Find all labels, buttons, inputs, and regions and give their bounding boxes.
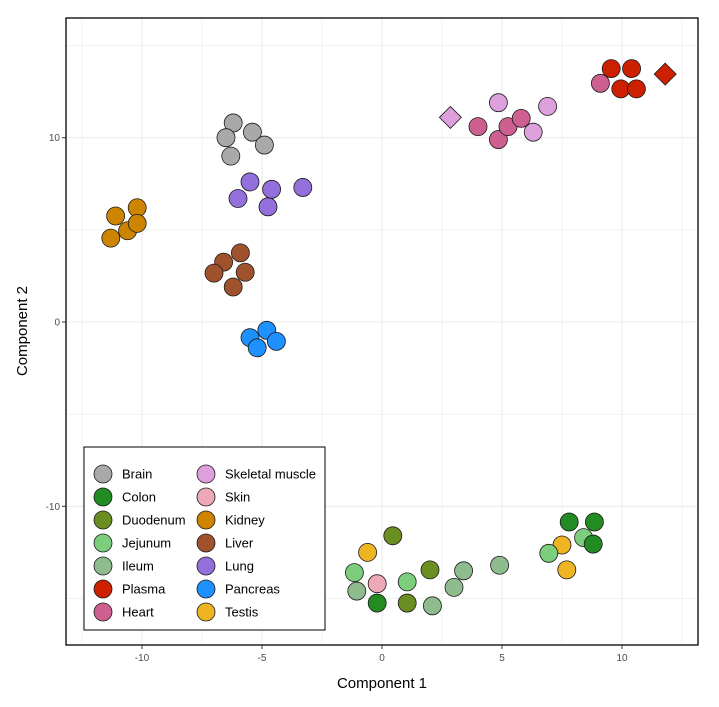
point-ileum	[347, 581, 367, 601]
point-heart	[468, 117, 488, 137]
point-duodenum	[420, 560, 440, 580]
x-tick-label: 10	[616, 653, 628, 664]
point-testis	[358, 542, 378, 562]
point-plasma	[601, 59, 621, 78]
legend-label-skin: Skin	[225, 490, 250, 505]
x-axis-ticks: -10 -5 0 5 10	[135, 645, 628, 664]
point-heart	[488, 130, 508, 149]
point-liver	[204, 263, 224, 283]
y-axis-ticks: -10 0 10	[46, 133, 66, 513]
x-tick-label: 0	[379, 653, 385, 664]
point-ileum	[490, 555, 510, 575]
point-pancreas	[247, 338, 267, 358]
point-jejunum	[344, 563, 364, 583]
point-colon	[583, 534, 603, 554]
legend-key-skeletal-muscle	[196, 464, 216, 484]
point-colon	[585, 512, 604, 532]
point-jejunum	[539, 543, 559, 563]
legend-key-duodenum	[93, 510, 113, 530]
legend-key-testis	[196, 602, 216, 622]
point-ileum	[454, 561, 474, 581]
point-brain	[216, 128, 236, 148]
legend-key-kidney	[196, 510, 216, 530]
x-tick-label: -10	[135, 653, 150, 664]
point-skeletal-muscle	[523, 122, 543, 142]
legend-label-pancreas: Pancreas	[225, 582, 280, 597]
diamond-point-plasma	[653, 62, 677, 86]
y-axis-title: Component 2	[14, 286, 31, 376]
legend-label-liver: Liver	[225, 536, 254, 551]
legend-label-kidney: Kidney	[225, 513, 265, 528]
legend-label-heart: Heart	[122, 605, 154, 620]
legend-key-ileum	[93, 556, 113, 576]
legend-label-lung: Lung	[225, 559, 254, 574]
legend-key-lung	[196, 556, 216, 576]
legend-label-plasma: Plasma	[122, 582, 166, 597]
point-lung	[240, 172, 260, 192]
point-heart	[511, 108, 531, 128]
legend-key-skin	[196, 487, 216, 507]
legend-key-pancreas	[196, 579, 216, 599]
point-duodenum	[383, 526, 403, 546]
legend-key-jejunum	[93, 533, 113, 553]
point-duodenum	[397, 593, 417, 613]
point-kidney	[101, 228, 121, 248]
legend-key-heart	[93, 602, 113, 622]
y-tick-label: 0	[54, 318, 60, 329]
legend: Brain Colon Duodenum Jejunum Ileum Plasma Hear…	[83, 446, 326, 631]
point-colon	[559, 512, 579, 532]
point-lung	[293, 178, 313, 197]
point-brain	[221, 146, 241, 166]
legend-label-brain: Brain	[122, 467, 152, 482]
point-brain	[254, 135, 274, 155]
point-lung	[258, 197, 278, 217]
point-colon	[367, 593, 387, 613]
y-tick-label: -10	[46, 502, 61, 513]
point-ileum	[444, 577, 464, 597]
point-liver	[223, 277, 243, 297]
point-jejunum	[397, 572, 417, 592]
point-liver	[230, 243, 250, 263]
point-pancreas	[266, 331, 286, 351]
legend-key-liver	[196, 533, 216, 553]
point-skin	[367, 574, 387, 594]
data-points	[101, 59, 677, 616]
x-tick-label: -5	[258, 653, 267, 664]
x-tick-label: 5	[499, 653, 505, 664]
legend-label-jejunum: Jejunum	[122, 536, 171, 551]
point-lung	[262, 179, 282, 199]
legend-key-plasma	[93, 579, 113, 599]
legend-key-colon	[93, 487, 113, 507]
point-lung	[228, 189, 248, 208]
point-ileum	[422, 596, 442, 616]
point-testis	[557, 560, 577, 580]
point-kidney	[127, 213, 147, 233]
point-kidney	[106, 206, 125, 226]
legend-key-brain	[93, 464, 113, 484]
point-liver	[235, 262, 255, 282]
point-skeletal-muscle	[488, 93, 508, 113]
y-tick-label: 10	[49, 133, 61, 144]
diamond-point-skeletal-muscle	[438, 105, 462, 129]
legend-label-testis: Testis	[225, 605, 259, 620]
legend-label-duodenum: Duodenum	[122, 513, 186, 528]
point-plasma	[622, 59, 641, 78]
point-plasma	[627, 79, 646, 99]
point-skeletal-muscle	[538, 96, 557, 116]
point-brain	[242, 122, 262, 142]
point-heart	[591, 73, 610, 93]
legend-label-colon: Colon	[122, 490, 156, 505]
legend-label-skeletal-muscle: Skeletal muscle	[225, 467, 316, 482]
legend-label-ileum: Ileum	[122, 559, 154, 574]
x-axis-title: Component 1	[337, 675, 427, 692]
